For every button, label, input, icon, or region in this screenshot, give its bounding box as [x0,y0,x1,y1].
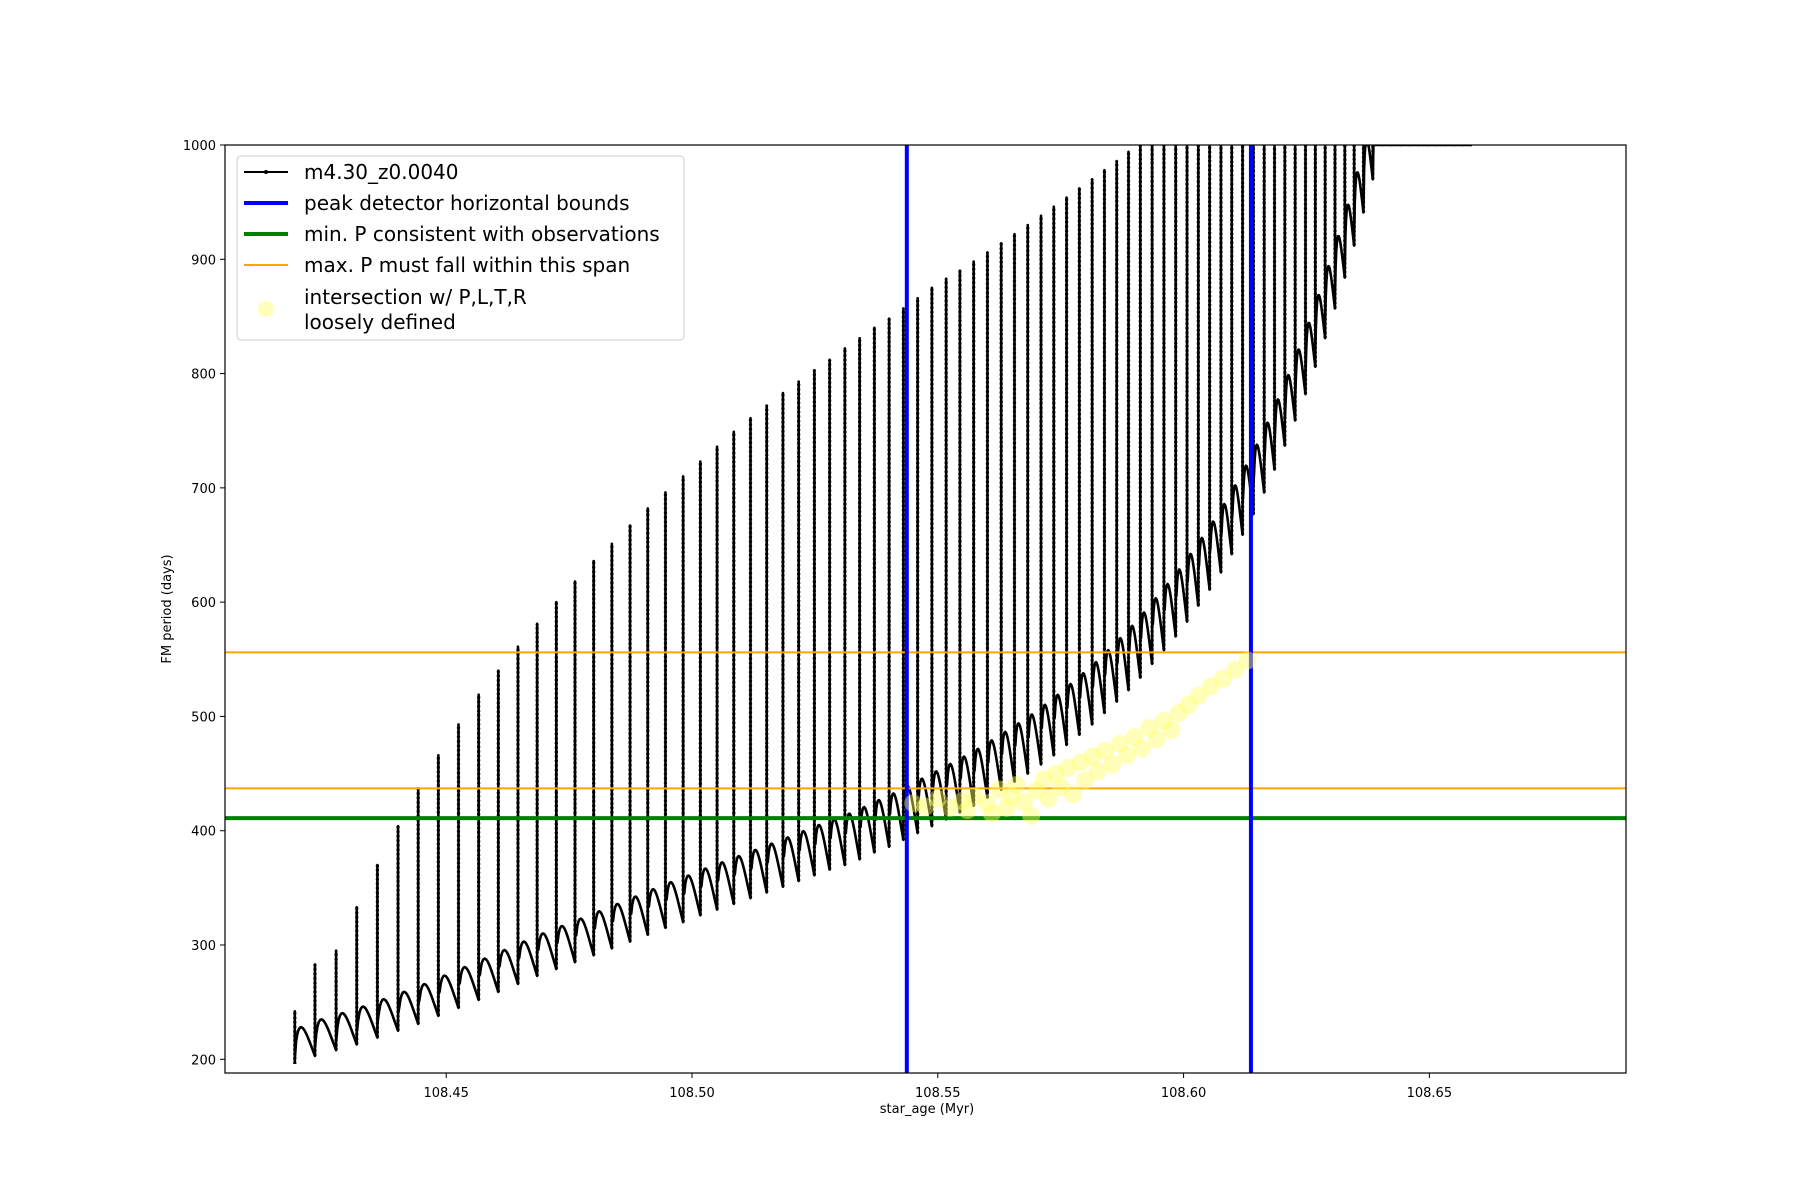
x-tick-label: 108.55 [915,1086,961,1101]
intersection-point [1027,781,1046,800]
intersection-point [965,787,984,806]
intersection-point [1179,696,1198,714]
x-tick-label: 108.65 [1407,1086,1453,1101]
legend-box [236,155,685,341]
intersection-point [1189,686,1208,705]
intersection-point [997,798,1016,817]
reference-lines-layer [225,145,1626,1073]
intersection-point [1034,770,1053,789]
intersection-point [1051,778,1070,797]
intersection-point [1071,753,1090,772]
y-tick-label: 600 [191,596,216,611]
intersection-point [904,794,923,813]
series-layer [293,145,1473,1064]
intersection-point [1002,787,1021,806]
y-tick-label: 200 [191,1053,216,1068]
intersection-points-layer [904,651,1257,825]
intersection-point [1083,747,1102,766]
y-tick-label: 900 [191,253,216,268]
legend-swatch-marker [264,170,268,174]
intersection-point [1169,704,1188,722]
x-tick-label: 108.50 [669,1086,715,1101]
intersection-point [1039,789,1058,808]
intersection-point [1014,793,1033,812]
y-tick-label: 800 [191,368,216,383]
intersection-point [1154,712,1173,730]
intersection-point [982,804,1001,823]
intersection-point [1147,730,1166,749]
legend-label: max. P must fall within this span [304,253,630,277]
x-axis-label: star_age (Myr) [880,1102,974,1117]
plot-frame [224,144,1627,1074]
intersection-point [1118,746,1137,765]
intersection-point [1046,764,1065,783]
legend-swatch-dot [258,301,274,317]
intersection-point [1022,806,1041,825]
y-tick-label: 500 [191,710,216,725]
intersection-point [916,797,935,816]
intersection-point [1088,762,1107,781]
intersection-point [1059,758,1078,777]
intersection-point [941,798,960,817]
y-axis-label: FM period (days) [160,554,175,663]
y-tick-label: 300 [191,939,216,954]
intersection-point [958,801,977,820]
intersection-point [1110,734,1129,753]
intersection-point [1132,739,1151,758]
intersection-point [1238,651,1257,670]
intersection-point [1226,660,1245,679]
legend-label: intersection w/ P,L,T,R [304,285,527,309]
legend-label: min. P consistent with observations [304,222,660,246]
intersection-point [1140,718,1159,737]
y-tick-label: 400 [191,825,216,840]
legend-label: peak detector horizontal bounds [304,191,630,215]
x-axis: 108.45 108.50 108.55 108.60 108.65 [423,1073,1452,1101]
intersection-point [1063,785,1082,804]
intersection-point [953,792,972,810]
intersection-point [1007,776,1026,794]
intersection-point [1162,721,1181,740]
intersection-point [1076,771,1095,790]
y-tick-label: 700 [191,482,216,497]
x-tick-label: 108.45 [423,1086,469,1101]
legend-label: loosely defined [304,310,456,334]
intersection-point [928,789,947,808]
intersection-point [1095,741,1114,760]
intersection-point [1213,669,1232,688]
y-axis: 200 300 400 500 600 700 800 900 1000 [183,139,225,1068]
intersection-point [1125,728,1144,746]
y-tick-label: 1000 [183,139,216,154]
intersection-point [977,794,996,813]
intersection-point [1103,755,1122,774]
intersection-point [1201,677,1220,696]
intersection-point [990,780,1009,799]
x-tick-label: 108.60 [1161,1086,1207,1101]
legend-label: m4.30_z0.0040 [304,160,459,184]
